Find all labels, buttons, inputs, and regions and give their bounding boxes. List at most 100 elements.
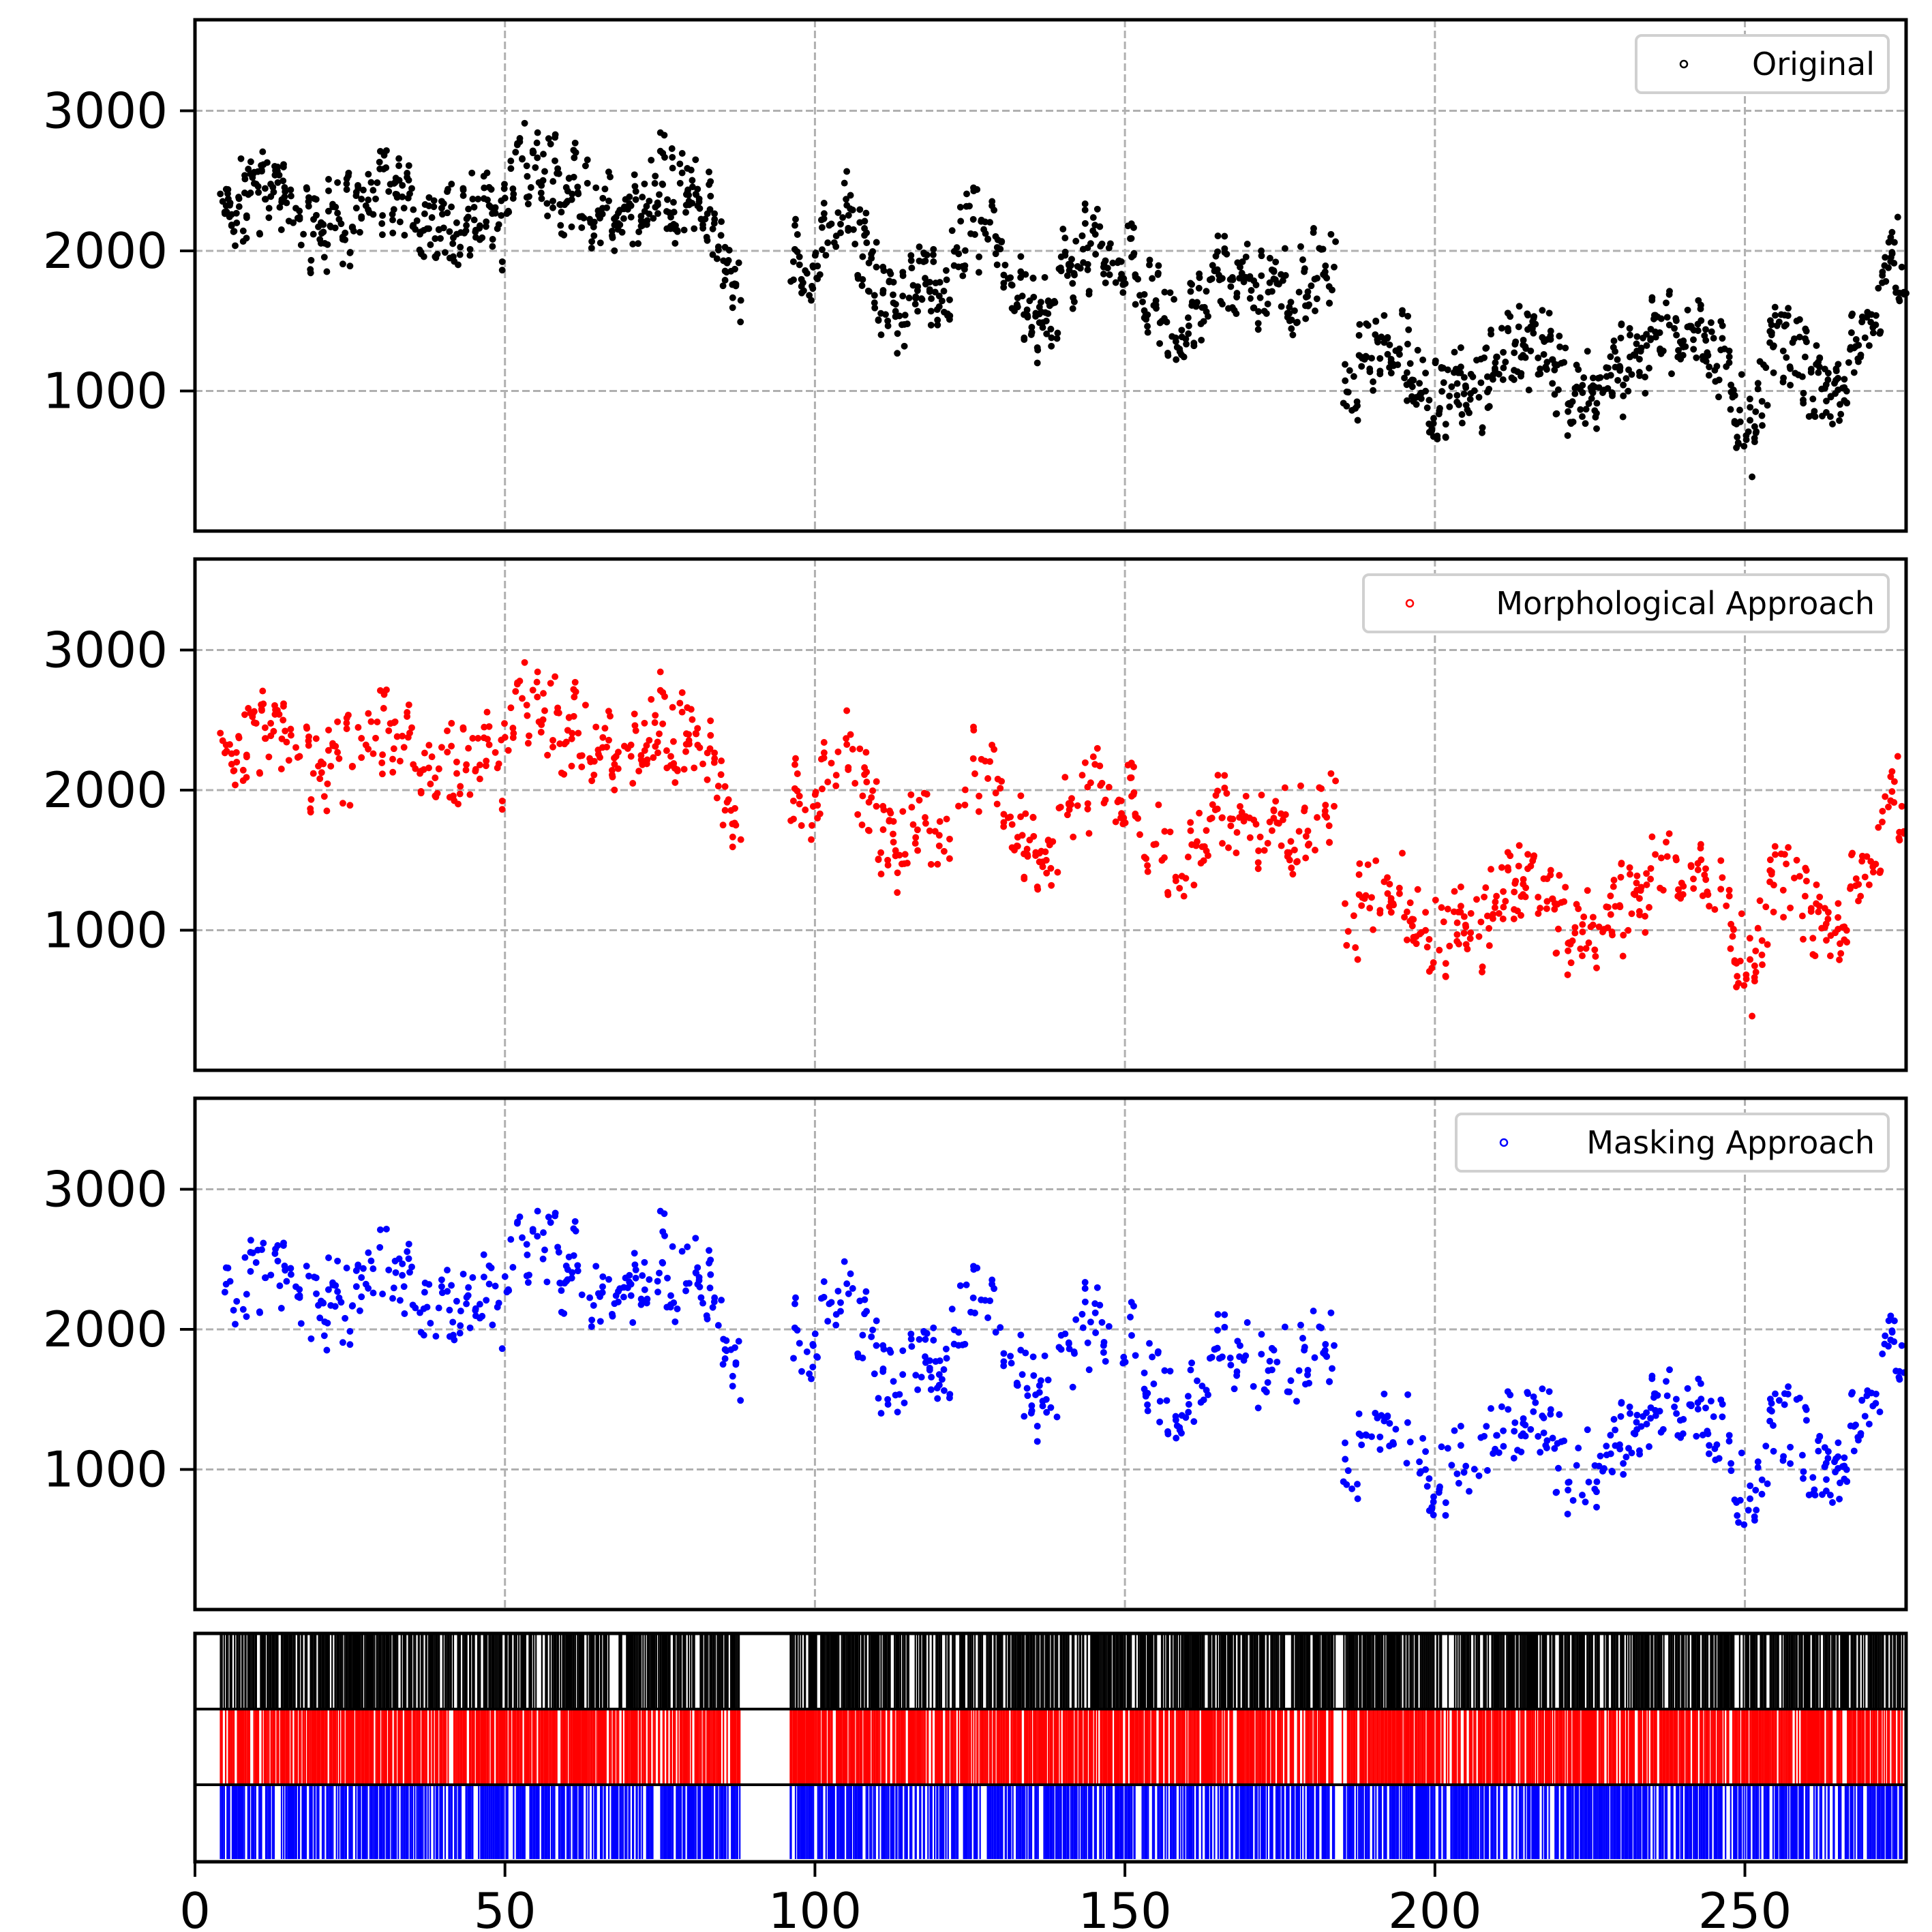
data-point [1200,318,1207,325]
data-point [721,783,729,790]
data-point [1029,275,1037,282]
data-point [1221,1311,1228,1318]
data-point [1493,892,1500,900]
data-point [1647,864,1655,872]
data-point [704,1315,711,1323]
data-point [376,158,383,166]
strip-original [220,1635,1903,1708]
data-point [890,291,896,299]
data-point [282,727,289,735]
data-point [1592,952,1599,960]
data-point [1665,290,1673,298]
data-point [859,792,866,800]
data-point [627,753,635,760]
data-point [1030,293,1038,301]
data-point [901,342,908,350]
data-point [646,1276,653,1283]
data-point [389,755,396,763]
data-point [711,210,719,217]
data-point [689,177,696,184]
data-point [533,139,541,147]
data-point [1093,744,1101,752]
data-point [1483,344,1490,352]
data-point [1725,886,1733,894]
data-point [1144,868,1151,875]
data-point [438,1283,445,1290]
data-point [1460,1468,1468,1476]
data-point [1190,881,1198,889]
legend-box-original [1635,34,1890,94]
data-point [574,1262,582,1269]
data-point [1384,874,1391,881]
data-point [1577,945,1584,952]
data-point [1356,320,1363,328]
data-point [1242,253,1250,260]
data-point [1068,801,1074,809]
data-point [1713,1441,1721,1449]
data-point [369,211,377,218]
data-point [982,230,989,237]
data-point [820,754,828,761]
data-point [449,1318,457,1326]
data-point [1079,1324,1087,1331]
data-point [639,194,646,201]
data-point [955,250,963,258]
data-point [856,745,864,753]
data-point [543,1278,551,1286]
data-point [1102,257,1109,265]
data-point [1392,1425,1400,1433]
data-point [1585,1479,1593,1485]
data-point [296,213,303,221]
data-point [654,749,661,757]
data-point [1428,965,1436,971]
data-point [1865,881,1873,888]
data-point [1556,343,1564,350]
data-point [725,247,733,254]
data-point [1051,299,1059,306]
data-point [588,1323,595,1330]
data-point [1087,1318,1094,1326]
data-point [1488,1405,1494,1413]
data-point [457,1308,464,1315]
data-point [1014,843,1021,850]
data-point [392,1269,399,1276]
data-point [1481,354,1488,361]
data-point [400,1283,408,1290]
data-point [1425,935,1433,943]
data-point [425,742,433,749]
data-point [1457,1442,1464,1449]
data-point [1070,298,1078,305]
data-point [339,1339,346,1346]
data-point [464,213,472,221]
data-point [1188,281,1196,288]
data-point [1706,363,1713,371]
data-point [547,1219,554,1226]
data-point [1665,321,1673,329]
data-point [1176,1423,1183,1431]
data-point [307,796,315,803]
data-point [691,764,698,772]
data-point [456,1329,464,1337]
data-point [372,195,379,202]
data-point [1404,312,1412,320]
data-point [676,160,684,168]
data-point [310,230,317,238]
data-point [476,224,483,232]
y-tick-label: 3000 [43,82,168,140]
data-point [537,729,545,736]
data-point [1847,329,1855,336]
data-point [1256,833,1264,841]
data-point [1233,849,1240,857]
data-point [1446,392,1453,399]
data-point [1448,383,1455,391]
data-point [1178,1430,1185,1437]
data-point [1515,323,1522,331]
data-point [1194,838,1201,845]
data-point [1824,1455,1832,1462]
data-point [626,193,633,200]
data-point [1690,336,1697,344]
data-point [524,1279,532,1286]
data-point [463,1300,470,1308]
data-point [1205,1391,1211,1398]
